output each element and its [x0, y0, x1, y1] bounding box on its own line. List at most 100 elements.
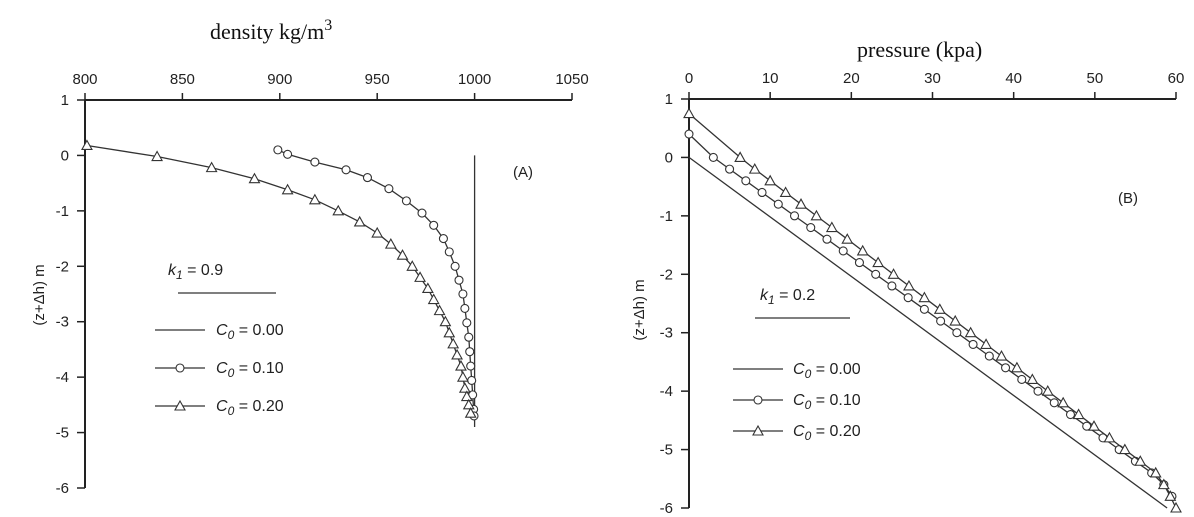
circle-marker: [984, 351, 994, 361]
triangle-marker: [825, 221, 838, 233]
circle-marker: [1000, 363, 1011, 373]
triangle-marker: [980, 338, 993, 349]
circle-marker: [757, 187, 767, 198]
triangle-marker: [455, 359, 467, 371]
y-axis-label: (z+Δh) m: [631, 279, 648, 340]
triangle-marker: [308, 193, 321, 205]
x-tick-label: 60: [1168, 70, 1185, 87]
triangle-marker: [464, 407, 477, 418]
circle-marker: [444, 247, 454, 257]
triangle-marker: [248, 172, 261, 184]
y-tick-label: -1: [660, 208, 673, 225]
triangle-marker: [421, 282, 434, 294]
triangle-marker: [456, 371, 469, 382]
triangle-marker: [451, 348, 464, 360]
legend-circle-marker: [753, 395, 763, 405]
legend-triangle-marker: [752, 424, 764, 436]
legend-item: C0 = 0.10: [155, 360, 284, 380]
x-tick-label: 1000: [458, 71, 491, 88]
triangle-marker: [1041, 385, 1054, 396]
triangle-marker: [683, 107, 695, 119]
triangle-marker: [887, 268, 900, 279]
y-tick-label: -3: [56, 314, 69, 331]
series-line: [688, 156, 1168, 509]
x-tick-label: 950: [365, 71, 390, 88]
legend-circle-marker: [175, 363, 185, 373]
x-tick-label: 40: [1005, 70, 1022, 87]
circle-marker: [384, 184, 394, 194]
triangle-marker: [396, 249, 409, 260]
legend-triangle-marker: [174, 399, 186, 411]
triangle-marker: [872, 256, 885, 268]
chart-title: pressure (kpa): [857, 37, 982, 62]
x-tick-label: 0: [685, 70, 693, 87]
circle-marker: [417, 208, 427, 218]
triangle-marker: [856, 244, 869, 256]
triangle-marker: [841, 233, 854, 244]
circle-marker: [362, 173, 373, 183]
triangle-marker: [795, 198, 807, 209]
triangle-marker: [1103, 431, 1116, 443]
y-tick-label: -3: [660, 325, 673, 342]
circle-marker: [458, 289, 468, 299]
x-tick-label: 800: [72, 71, 97, 88]
circle-marker: [1049, 398, 1059, 408]
triangle-marker: [779, 186, 792, 198]
triangle-marker: [447, 337, 460, 349]
circle-marker: [789, 211, 800, 221]
triangle-marker: [460, 390, 473, 402]
y-tick-label: 1: [665, 91, 673, 108]
x-tick-label: 50: [1086, 70, 1103, 87]
circle-marker: [806, 222, 816, 233]
y-tick-label: -4: [56, 369, 69, 386]
circle-marker: [341, 165, 351, 175]
circle-marker: [684, 129, 694, 139]
circle-marker: [919, 304, 929, 314]
y-tick-label: -2: [660, 266, 673, 283]
circle-marker: [708, 152, 718, 162]
y-tick-label: -5: [56, 425, 69, 442]
triangle-marker: [439, 315, 452, 327]
triangle-marker: [995, 349, 1008, 361]
legend-label: C0 = 0.10: [793, 392, 861, 412]
x-tick-label: 30: [924, 70, 941, 87]
triangle-marker: [332, 204, 345, 216]
triangle-marker: [462, 398, 475, 410]
triangle-marker: [933, 303, 946, 314]
circle-marker: [438, 234, 448, 244]
circle-marker: [429, 220, 439, 230]
circle-marker: [462, 318, 472, 328]
circle-marker: [887, 281, 897, 291]
triangle-marker: [1010, 361, 1023, 373]
y-tick-label: -1: [56, 203, 69, 220]
triangle-marker: [1164, 490, 1177, 501]
triangle-marker: [964, 326, 977, 338]
k-label: k1 = 0.2: [760, 287, 815, 307]
series-2: [81, 139, 477, 418]
series-0: [688, 156, 1168, 509]
chart-panel-a: 800 850 900 950 1000 1050 1 0 -1 -2 -3 -4 -5 -6 densit…: [31, 17, 589, 497]
triangle-marker: [1026, 373, 1039, 385]
circle-marker: [273, 145, 283, 155]
circle-marker: [871, 269, 881, 279]
triangle-marker: [918, 291, 931, 303]
legend-label: C0 = 0.00: [793, 361, 861, 381]
circle-marker: [773, 199, 783, 209]
circle-marker: [822, 234, 832, 244]
series-1: [684, 129, 1177, 501]
circle-marker: [467, 375, 477, 386]
series-line: [277, 149, 475, 416]
legend: C0 = 0.00 C0 = 0.10 C0 = 0.20: [733, 361, 861, 443]
circle-marker: [460, 303, 470, 313]
circle-marker: [466, 361, 476, 371]
circle-marker: [936, 316, 946, 326]
triangle-marker: [353, 215, 366, 227]
y-axis-label: (z+Δh) m: [31, 264, 48, 325]
triangle-marker: [748, 162, 761, 174]
legend-item: C0 = 0.00: [733, 361, 861, 381]
circle-marker: [401, 196, 411, 206]
triangle-marker: [1118, 443, 1131, 455]
triangle-marker: [151, 150, 164, 162]
triangle-marker: [281, 183, 294, 195]
